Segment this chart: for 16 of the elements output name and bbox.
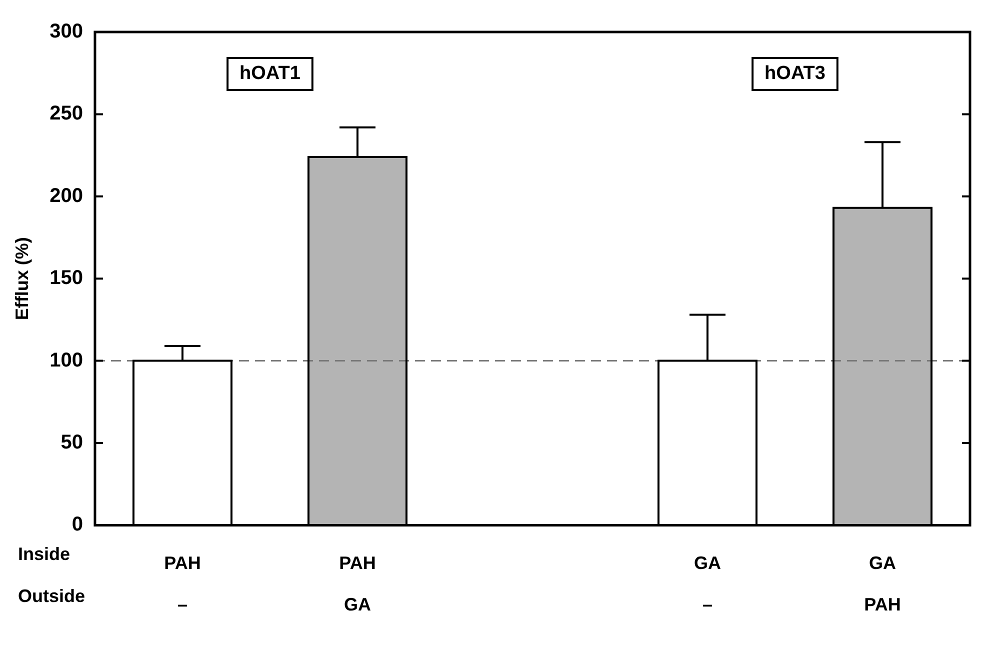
y-tick-label: 200 [50,184,83,207]
y-tick-label: 50 [60,432,83,454]
y-tick-label: 100 [50,349,83,372]
x-tick-label: PAH GA [339,552,376,614]
y-tick-label: 250 [50,102,83,125]
x-tick-label: GA PAH [864,552,901,614]
y-axis-title: Efflux (%) [12,237,32,320]
text: Outside [18,586,86,606]
y-tick-label: 150 [50,267,83,290]
annotation: hOAT3 [764,63,826,84]
x-tick-label: GA – [694,552,721,614]
annotation: hOAT1 [240,63,301,84]
text: Inside [18,544,70,564]
y-tick-label: 0 [72,514,83,536]
y-tick-label: 300 [50,20,83,43]
x-tick-label: PAH – [164,552,201,614]
